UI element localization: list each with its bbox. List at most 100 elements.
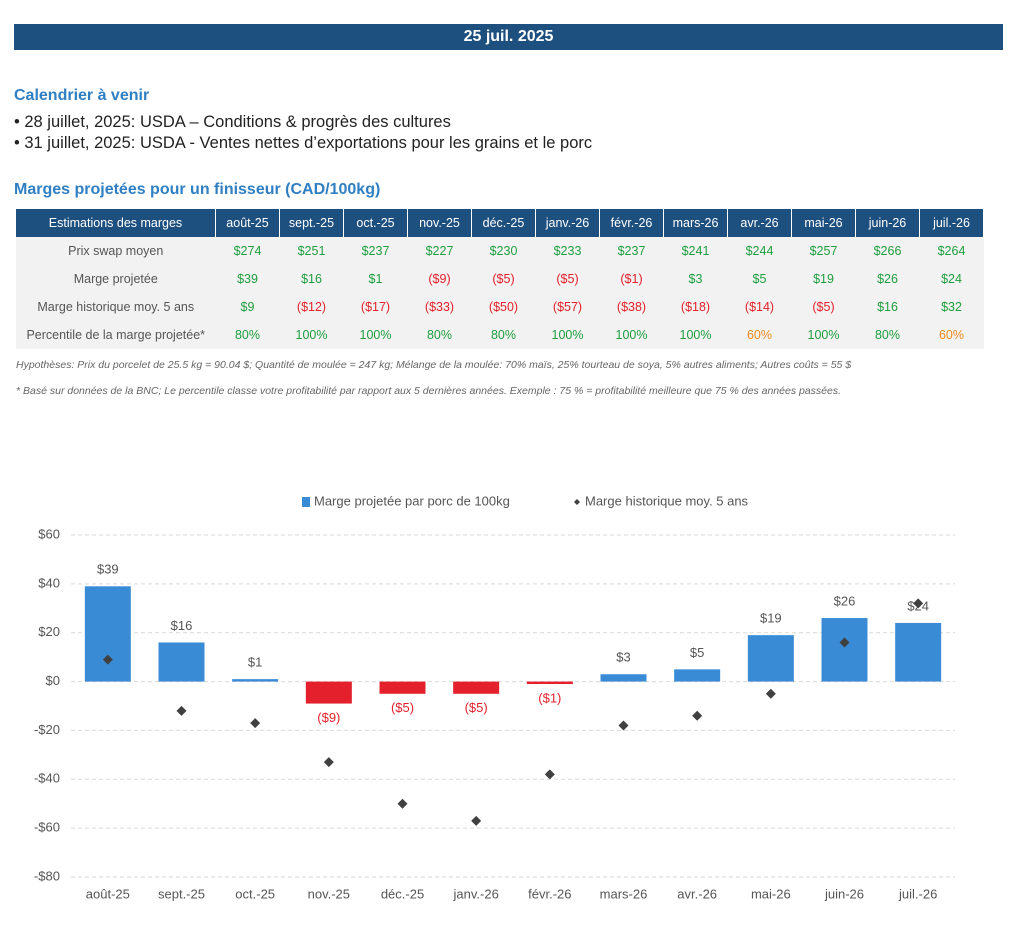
value-cell: $26 xyxy=(855,265,920,293)
data-label: ($5) xyxy=(391,700,414,715)
x-tick-label: juil.-26 xyxy=(898,886,937,901)
header-cell: sept.-25 xyxy=(279,209,344,237)
x-tick-label: mai-26 xyxy=(751,886,791,901)
x-tick-label: sept.-25 xyxy=(158,886,205,901)
table-row: Marge projetée $39 $16 $1 ($9) ($5) ($5) ($1) $3… xyxy=(16,265,984,293)
value-cell: $32 xyxy=(919,293,984,321)
bar xyxy=(526,681,573,685)
point xyxy=(323,757,334,768)
value-cell: 80% xyxy=(215,321,280,349)
header-cell: mars-26 xyxy=(663,209,728,237)
legend-swatch xyxy=(302,497,310,507)
value-cell: ($50) xyxy=(471,293,536,321)
y-tick-label: $0 xyxy=(46,673,60,688)
value-cell: 100% xyxy=(535,321,600,349)
calendar-title: Calendrier à venir xyxy=(14,87,150,104)
header-cell: oct.-25 xyxy=(343,209,408,237)
x-tick-label: avr.-26 xyxy=(677,886,717,901)
header-cell: juin-26 xyxy=(855,209,920,237)
calendar-list: 28 juillet, 2025: USDA – Conditions & pr… xyxy=(14,112,592,154)
value-cell: $39 xyxy=(215,265,280,293)
header-cell: juil.-26 xyxy=(919,209,984,237)
bar xyxy=(232,679,279,682)
x-tick-label: janv.-26 xyxy=(453,886,499,901)
bar xyxy=(305,681,352,704)
y-tick-label: $60 xyxy=(38,526,60,541)
legend-label: Marge historique moy. 5 ans xyxy=(585,493,749,508)
bar xyxy=(379,681,426,694)
y-tick-label: -$80 xyxy=(34,868,60,883)
data-label: $5 xyxy=(690,645,704,660)
calendar-item: 31 juillet, 2025: USDA - Ventes nettes d… xyxy=(14,133,592,154)
margin-table: Estimations des marges août-25 sept.-25 oct… xyxy=(16,209,984,349)
value-cell: $1 xyxy=(343,265,408,293)
point xyxy=(692,710,703,721)
value-cell: 80% xyxy=(471,321,536,349)
value-cell: $9 xyxy=(215,293,280,321)
value-cell: $251 xyxy=(279,237,344,265)
y-tick-label: -$20 xyxy=(34,722,60,737)
value-cell: ($18) xyxy=(663,293,728,321)
value-cell: $230 xyxy=(471,237,536,265)
value-cell: $257 xyxy=(791,237,856,265)
point xyxy=(913,598,924,609)
date-banner: 25 juil. 2025 xyxy=(14,24,1003,50)
value-cell: $241 xyxy=(663,237,728,265)
header-cell: mai-26 xyxy=(791,209,856,237)
value-cell: ($14) xyxy=(727,293,792,321)
value-cell: $274 xyxy=(215,237,280,265)
table-title: Marges projetées pour un finisseur (CAD/… xyxy=(14,181,381,198)
value-cell: $237 xyxy=(599,237,664,265)
x-tick-label: déc.-25 xyxy=(381,886,424,901)
data-label: $19 xyxy=(760,611,782,626)
legend-label: Marge projetée par porc de 100kg xyxy=(314,493,510,508)
data-label: ($1) xyxy=(538,690,561,705)
bar xyxy=(158,642,205,682)
value-cell: $19 xyxy=(791,265,856,293)
x-tick-label: nov.-25 xyxy=(308,886,350,901)
header-cell: Estimations des marges xyxy=(16,209,216,237)
bar xyxy=(895,622,942,682)
bar xyxy=(600,674,647,682)
value-cell: 100% xyxy=(599,321,664,349)
header-cell: févr.-26 xyxy=(599,209,664,237)
point xyxy=(765,688,776,699)
value-cell: ($12) xyxy=(279,293,344,321)
value-cell: ($38) xyxy=(599,293,664,321)
x-tick-label: août-25 xyxy=(86,886,130,901)
data-label: $39 xyxy=(97,562,119,577)
value-cell: 100% xyxy=(663,321,728,349)
header-cell: déc.-25 xyxy=(471,209,536,237)
table-row: Marge historique moy. 5 ans $9 ($12) ($17)(… xyxy=(16,293,984,321)
header-row: Estimations des marges août-25 sept.-25 oct… xyxy=(16,209,984,237)
value-cell: 60% xyxy=(919,321,984,349)
value-cell: ($5) xyxy=(535,265,600,293)
value-cell: 80% xyxy=(855,321,920,349)
point xyxy=(250,718,261,729)
value-cell: ($5) xyxy=(791,293,856,321)
bar xyxy=(453,681,500,694)
y-tick-label: $20 xyxy=(38,624,60,639)
value-cell: ($5) xyxy=(471,265,536,293)
x-tick-label: mars-26 xyxy=(600,886,648,901)
note: * Basé sur données de la BNC; Le percent… xyxy=(16,385,842,397)
point xyxy=(102,654,113,665)
row-label: Marge projetée xyxy=(16,265,216,293)
data-label: ($9) xyxy=(317,710,340,725)
chart: -$80 -$60 -$40 -$20 $0 $20 $40 $60 août-25 sept.-… xyxy=(34,493,955,901)
y-tick-label: -$60 xyxy=(34,820,60,835)
point xyxy=(176,705,187,716)
value-cell: ($17) xyxy=(343,293,408,321)
value-cell: 100% xyxy=(279,321,344,349)
header-cell: avr.-26 xyxy=(727,209,792,237)
value-cell: 100% xyxy=(791,321,856,349)
value-cell: $244 xyxy=(727,237,792,265)
calendar-item: 28 juillet, 2025: USDA – Conditions & pr… xyxy=(14,112,592,133)
value-cell: $3 xyxy=(663,265,728,293)
data-label: $1 xyxy=(248,655,262,670)
value-cell: $237 xyxy=(343,237,408,265)
table-row: Percentile de la marge projetée* 80% 100% 1… xyxy=(16,321,984,349)
value-cell: $264 xyxy=(919,237,984,265)
value-cell: $16 xyxy=(855,293,920,321)
